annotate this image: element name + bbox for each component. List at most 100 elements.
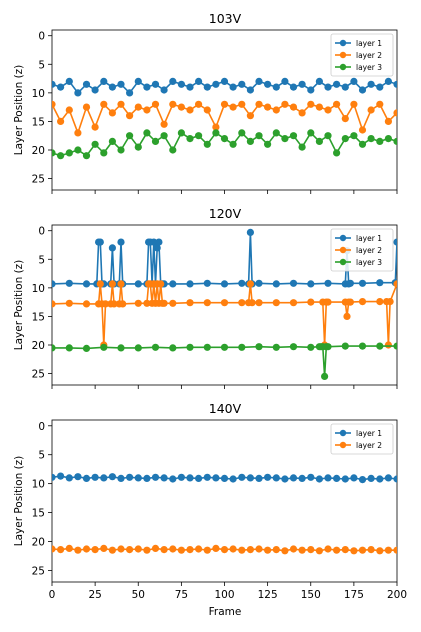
series-point-1 <box>143 83 151 91</box>
series-point-3 <box>126 132 134 140</box>
series-point-1 <box>358 86 367 94</box>
series-point-1 <box>134 474 142 482</box>
series-point-3 <box>169 344 177 352</box>
series-point-2 <box>393 109 397 117</box>
legend-label: layer 2 <box>356 246 382 255</box>
series-point-1 <box>203 83 211 91</box>
series-point-1 <box>393 238 397 246</box>
series-point-2 <box>376 298 384 306</box>
y-tick-label: 25 <box>32 565 45 577</box>
series-point-1 <box>65 279 73 287</box>
series-point-1 <box>74 89 82 97</box>
series-point-1 <box>229 475 237 483</box>
series-point-1 <box>264 473 272 481</box>
series-point-2 <box>169 545 177 553</box>
series-point-1 <box>324 474 332 482</box>
series-point-2 <box>82 545 91 553</box>
series-point-2 <box>96 280 104 288</box>
series-point-2 <box>101 300 110 308</box>
series-point-2 <box>248 299 256 307</box>
series-point-2 <box>151 100 160 108</box>
legend-swatch-marker <box>339 258 347 266</box>
series-point-2 <box>393 280 397 288</box>
series-point-1 <box>341 475 349 483</box>
series-point-2 <box>143 546 151 554</box>
series-point-1 <box>281 475 289 483</box>
x-tick-label: 75 <box>175 589 188 601</box>
series-point-3 <box>238 129 246 137</box>
series-point-2 <box>110 300 118 308</box>
series-point-3 <box>195 132 203 140</box>
series-point-2 <box>289 299 298 307</box>
series-point-3 <box>272 343 280 351</box>
series-point-1 <box>57 83 65 91</box>
series-point-2 <box>186 299 194 307</box>
series-point-1 <box>57 472 65 480</box>
series-point-1 <box>91 473 99 481</box>
series-point-1 <box>315 77 323 85</box>
series-group <box>52 472 397 555</box>
series-point-3 <box>384 135 392 143</box>
series-point-2 <box>151 544 160 553</box>
series-point-3 <box>367 135 375 143</box>
series-point-2 <box>134 299 142 307</box>
series-point-2 <box>384 117 392 125</box>
series-point-2 <box>212 544 220 553</box>
series-point-1 <box>82 474 91 482</box>
series-point-1 <box>74 473 82 481</box>
series-point-1 <box>155 238 163 246</box>
x-tick-label: 100 <box>214 589 234 601</box>
series-point-1 <box>82 80 91 88</box>
series-point-1 <box>367 80 375 88</box>
series-point-3 <box>220 343 229 351</box>
legend-label: layer 3 <box>356 63 382 72</box>
series-point-1 <box>324 279 332 287</box>
series-point-3 <box>74 146 82 154</box>
series-point-2 <box>108 546 116 554</box>
series-point-2 <box>289 545 298 553</box>
series-point-3 <box>220 135 229 143</box>
series-point-1 <box>333 474 341 482</box>
series-point-2 <box>220 100 229 108</box>
series-point-1 <box>108 473 116 481</box>
series-point-2 <box>186 106 194 114</box>
panel-title: 140V <box>209 401 242 416</box>
series-point-3 <box>321 372 329 380</box>
series-point-1 <box>333 80 341 88</box>
series-point-2 <box>177 546 185 554</box>
series-point-3 <box>151 343 160 351</box>
y-tick-label: 10 <box>32 88 45 100</box>
y-tick-label: 20 <box>32 340 45 352</box>
series-point-2 <box>203 299 211 307</box>
series-point-1 <box>255 77 263 85</box>
series-point-1 <box>100 474 108 482</box>
series-point-2 <box>333 546 341 554</box>
y-tick-label: 5 <box>38 59 45 71</box>
series-point-2 <box>134 103 142 111</box>
series-point-2 <box>160 546 168 554</box>
series-point-3 <box>341 135 349 143</box>
series-point-2 <box>52 545 56 553</box>
series-point-2 <box>376 547 384 555</box>
series-point-3 <box>108 137 116 145</box>
series-point-3 <box>177 129 185 137</box>
series-point-3 <box>255 132 263 140</box>
series-point-2 <box>393 546 397 554</box>
series-point-2 <box>169 299 177 307</box>
y-tick-label: 20 <box>32 145 45 157</box>
series-point-2 <box>343 312 351 320</box>
series-point-2 <box>52 100 56 108</box>
x-axis <box>51 190 398 194</box>
y-tick-label: 15 <box>32 311 45 323</box>
y-axis: 0 5 10 15 20 25 <box>32 31 52 186</box>
legend-swatch-marker <box>339 234 347 242</box>
series-point-1 <box>324 83 332 91</box>
x-tick-label: 50 <box>132 589 145 601</box>
series-point-1 <box>315 475 323 483</box>
series-point-1 <box>264 80 272 88</box>
series-point-3 <box>100 343 108 351</box>
series-point-2 <box>108 109 116 117</box>
series-point-2 <box>74 129 82 137</box>
series-point-2 <box>177 103 185 111</box>
y-tick-label: 20 <box>32 537 45 549</box>
